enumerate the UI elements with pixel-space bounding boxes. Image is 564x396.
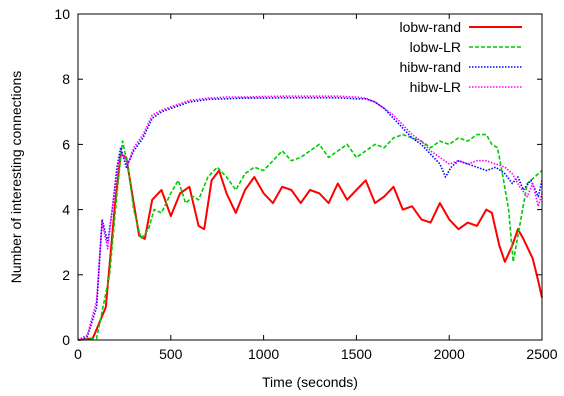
x-tick-label: 0 [74,346,82,362]
series-line-hibw-LR [77,95,543,341]
tick-layer: 0 500 1000 1500 2000 2500 0 2 4 6 8 10 [54,6,557,362]
x-tick-label: 500 [159,346,183,362]
series-line-hibw-rand [77,97,543,341]
series-line-lobw-rand [77,153,543,341]
legend: lobw-rand lobw-LR hibw-rand hibw-LR [400,19,522,95]
series-line-lobw-LR [77,133,543,341]
x-tick-label: 2000 [434,346,465,362]
x-tick-label: 2500 [526,346,557,362]
y-tick-label: 8 [62,71,70,87]
plot-frame [77,13,543,341]
y-tick-label: 0 [62,332,70,348]
y-tick-label: 10 [54,6,70,22]
legend-label: hibw-LR [410,79,461,95]
legend-label: hibw-rand [400,59,461,75]
y-tick-label: 4 [62,202,70,218]
x-tick-label: 1500 [341,346,372,362]
x-tick-label: 1000 [248,346,279,362]
y-tick-label: 6 [62,136,70,152]
y-axis-label: Number of interesting connections [8,71,24,283]
y-tick-label: 2 [62,267,70,283]
series-layer [77,95,543,341]
x-axis-label: Time (seconds) [262,374,358,390]
legend-label: lobw-rand [400,19,461,35]
legend-label: lobw-LR [410,39,461,55]
